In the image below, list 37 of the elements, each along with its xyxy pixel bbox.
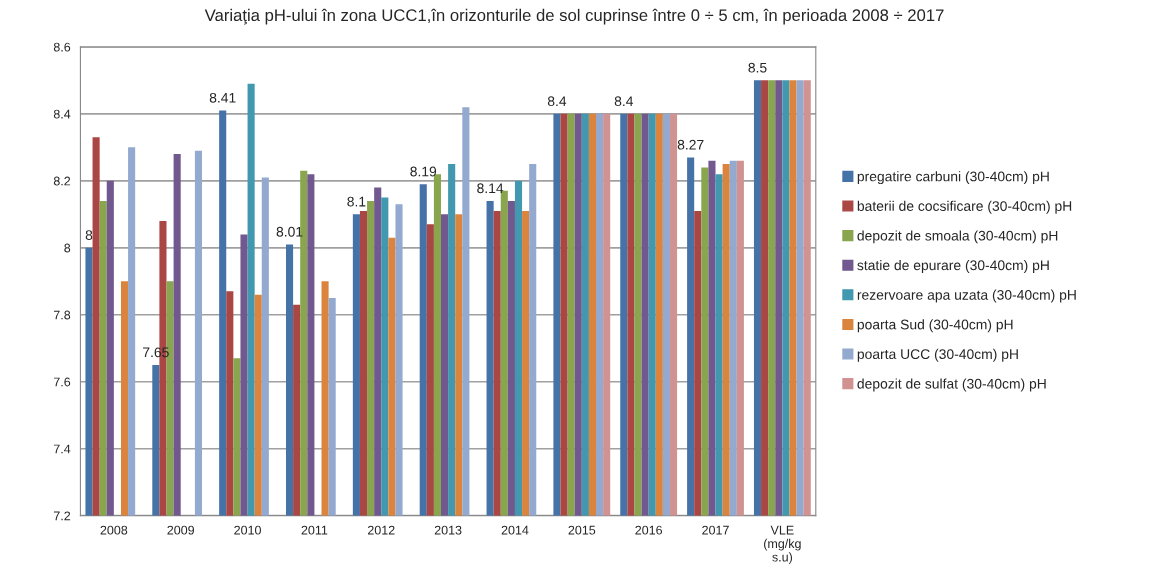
data-label: 8.27	[677, 139, 704, 150]
x-tick-label: 2016	[635, 525, 663, 535]
x-tick-label: 2009	[167, 525, 195, 535]
data-label: 8.4	[547, 96, 567, 107]
x-tick-label: 2017	[702, 525, 729, 535]
legend-label: rezervoare apa uzata (30-40cm) pH	[857, 289, 1076, 303]
data-label: 8.19	[410, 166, 437, 177]
data-label: 8	[85, 230, 93, 241]
y-tick-label: 8.4	[53, 109, 71, 119]
x-tick-label: 2010	[234, 525, 261, 535]
y-tick-label: 8	[64, 243, 71, 253]
x-tick-label: 2015	[568, 525, 596, 535]
y-tick-label: 7.2	[53, 511, 71, 521]
legend-label: depozit de sulfat (30-40cm) pH	[857, 378, 1046, 392]
data-label: 8.14	[477, 183, 504, 194]
y-tick-label: 8.2	[53, 176, 71, 186]
data-label: 8.4	[614, 96, 634, 107]
legend-label: statie de epurare (30-40cm) pH	[857, 260, 1049, 273]
chart-title: Variaţia pH-ului în zona UCC1,în orizonturile de sol cuprinse între 0 ÷ 5 cm, în perioada 2008 ÷ 2017	[204, 8, 944, 25]
x-tick-label: VLE (mg/kg s.u)	[764, 525, 801, 564]
x-tick-label: 2011	[301, 525, 328, 535]
y-tick-label: 7.6	[53, 377, 71, 387]
legend-label: baterii de cocsificare (30-40cm) pH	[857, 200, 1072, 214]
legend-label: poarta UCC (30-40cm) pH	[857, 348, 1018, 362]
legend-label: depozit de smoala (30-40cm) pH	[857, 230, 1058, 244]
data-label: 8.5	[748, 62, 767, 73]
legend-label: pregatire carbuni (30-40cm) pH	[857, 171, 1049, 185]
y-tick-label: 8.6	[53, 42, 71, 52]
y-tick-label: 7.4	[53, 444, 71, 454]
y-tick-label: 7.8	[53, 310, 71, 320]
x-tick-label: 2008	[100, 525, 128, 535]
x-tick-label: 2013	[434, 525, 462, 535]
data-label: 8.1	[347, 196, 366, 207]
x-tick-label: 2012	[367, 525, 395, 535]
x-tick-label: 2014	[501, 525, 529, 535]
legend-label: poarta Sud (30-40cm) pH	[857, 319, 1013, 333]
data-label: 8.41	[209, 92, 236, 103]
